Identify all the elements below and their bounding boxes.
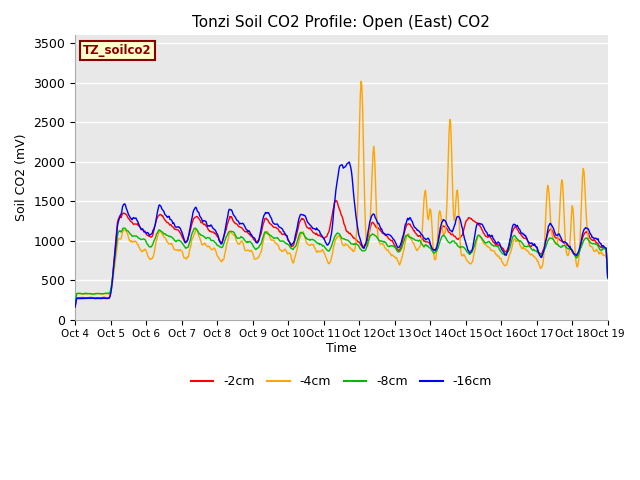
X-axis label: Time: Time xyxy=(326,342,356,355)
Legend: -2cm, -4cm, -8cm, -16cm: -2cm, -4cm, -8cm, -16cm xyxy=(186,370,497,393)
Title: Tonzi Soil CO2 Profile: Open (East) CO2: Tonzi Soil CO2 Profile: Open (East) CO2 xyxy=(193,15,490,30)
Text: TZ_soilco2: TZ_soilco2 xyxy=(83,44,152,57)
Y-axis label: Soil CO2 (mV): Soil CO2 (mV) xyxy=(15,134,28,221)
